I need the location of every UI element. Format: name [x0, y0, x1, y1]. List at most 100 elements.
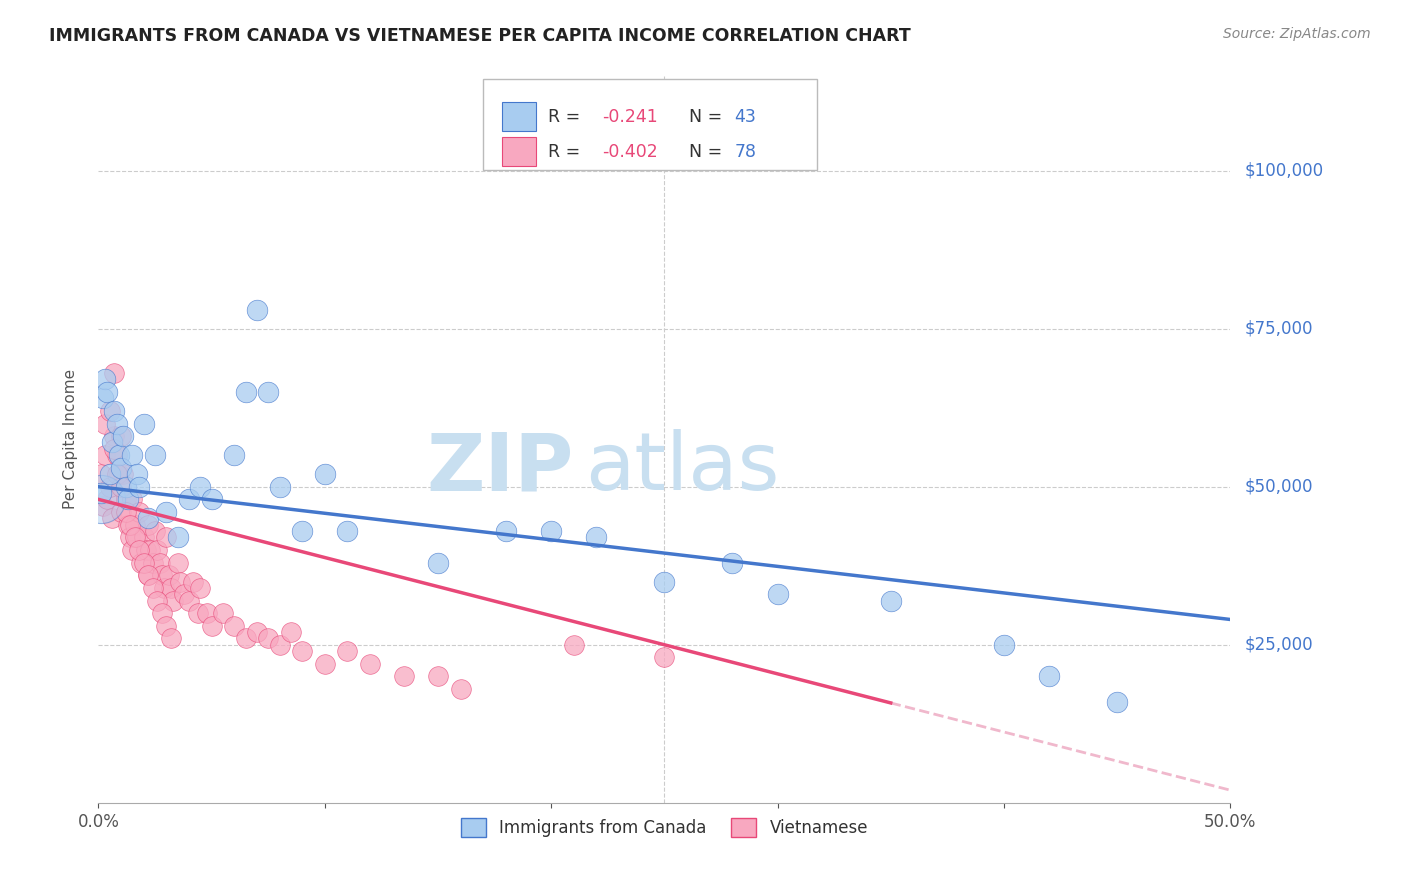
Point — [110, 505, 132, 519]
Point — [136, 511, 159, 525]
Point — [90, 492, 112, 507]
Text: $75,000: $75,000 — [1244, 319, 1313, 338]
Point — [166, 556, 188, 570]
Point — [150, 606, 173, 620]
Point — [121, 492, 143, 507]
Point — [121, 448, 143, 462]
Point — [114, 480, 136, 494]
Point — [427, 669, 450, 683]
Point — [246, 302, 269, 317]
Point — [131, 556, 153, 570]
Point — [146, 593, 169, 607]
Point — [101, 511, 124, 525]
FancyBboxPatch shape — [502, 137, 537, 166]
Point — [128, 505, 150, 519]
Point — [120, 530, 142, 544]
Point — [257, 384, 280, 399]
Point — [148, 556, 170, 570]
Point — [110, 460, 132, 475]
Text: 43: 43 — [734, 108, 756, 126]
Point — [139, 543, 162, 558]
Point — [212, 606, 235, 620]
Point — [336, 644, 359, 658]
Point — [585, 530, 607, 544]
Text: N =: N = — [689, 108, 728, 126]
Point — [132, 417, 155, 431]
Point — [110, 480, 132, 494]
Point — [1038, 669, 1060, 683]
Point — [143, 524, 166, 538]
Point — [314, 657, 336, 671]
Point — [98, 480, 121, 494]
Point — [187, 606, 209, 620]
Point — [105, 467, 128, 481]
Point — [91, 391, 114, 405]
Text: $50,000: $50,000 — [1244, 478, 1313, 496]
Point — [112, 467, 135, 481]
Point — [257, 632, 280, 646]
Point — [652, 574, 676, 589]
Point — [269, 638, 291, 652]
Point — [132, 556, 155, 570]
Point — [103, 442, 125, 456]
Point — [291, 524, 314, 538]
Point — [128, 480, 150, 494]
Point — [153, 581, 176, 595]
Point — [291, 644, 314, 658]
Point — [269, 480, 291, 494]
Point — [150, 568, 173, 582]
Point — [450, 681, 472, 696]
Point — [110, 429, 132, 443]
Text: R =: R = — [548, 143, 585, 161]
Point — [117, 492, 139, 507]
Point — [224, 619, 246, 633]
Point — [188, 581, 211, 595]
Point — [183, 574, 205, 589]
Point — [495, 524, 517, 538]
Legend: Immigrants from Canada, Vietnamese: Immigrants from Canada, Vietnamese — [453, 810, 876, 846]
Point — [107, 448, 129, 462]
Point — [114, 505, 136, 519]
Point — [98, 404, 121, 418]
Point — [201, 619, 224, 633]
Text: IMMIGRANTS FROM CANADA VS VIETNAMESE PER CAPITA INCOME CORRELATION CHART: IMMIGRANTS FROM CANADA VS VIETNAMESE PER… — [49, 27, 911, 45]
Point — [121, 543, 143, 558]
Text: atlas: atlas — [585, 429, 779, 508]
Text: ZIP: ZIP — [426, 429, 574, 508]
Point — [125, 467, 148, 481]
Point — [98, 467, 121, 481]
Point — [105, 448, 128, 462]
Text: $100,000: $100,000 — [1244, 161, 1323, 179]
Point — [117, 517, 139, 532]
Point — [96, 492, 118, 507]
Point — [136, 568, 159, 582]
Point — [136, 517, 159, 532]
Point — [128, 543, 150, 558]
Point — [105, 417, 128, 431]
FancyBboxPatch shape — [502, 102, 537, 131]
Point — [157, 568, 180, 582]
Point — [162, 593, 184, 607]
Point — [132, 530, 155, 544]
Point — [224, 448, 246, 462]
Point — [120, 517, 142, 532]
Point — [652, 650, 676, 665]
Point — [142, 581, 165, 595]
Point — [155, 505, 177, 519]
Point — [173, 587, 195, 601]
Point — [160, 632, 183, 646]
Point — [336, 524, 359, 538]
Point — [166, 530, 188, 544]
Point — [124, 517, 146, 532]
Point — [177, 492, 200, 507]
Point — [112, 429, 135, 443]
Point — [124, 530, 146, 544]
Point — [427, 556, 450, 570]
Point — [107, 467, 129, 481]
Text: N =: N = — [689, 143, 728, 161]
Point — [993, 638, 1015, 652]
Point — [103, 404, 125, 418]
Point — [96, 384, 118, 399]
Point — [146, 543, 169, 558]
Point — [114, 492, 136, 507]
